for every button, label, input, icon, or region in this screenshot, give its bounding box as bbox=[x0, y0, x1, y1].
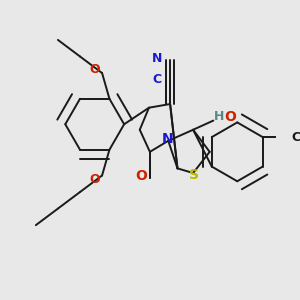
Text: Cl: Cl bbox=[291, 130, 300, 144]
Text: O: O bbox=[89, 63, 100, 76]
Text: O: O bbox=[135, 169, 147, 183]
Text: N: N bbox=[161, 132, 173, 146]
Text: N: N bbox=[152, 52, 162, 64]
Text: H: H bbox=[214, 110, 224, 123]
Text: O: O bbox=[224, 110, 236, 124]
Text: O: O bbox=[89, 173, 100, 186]
Text: C: C bbox=[153, 73, 162, 86]
Text: S: S bbox=[189, 168, 199, 182]
